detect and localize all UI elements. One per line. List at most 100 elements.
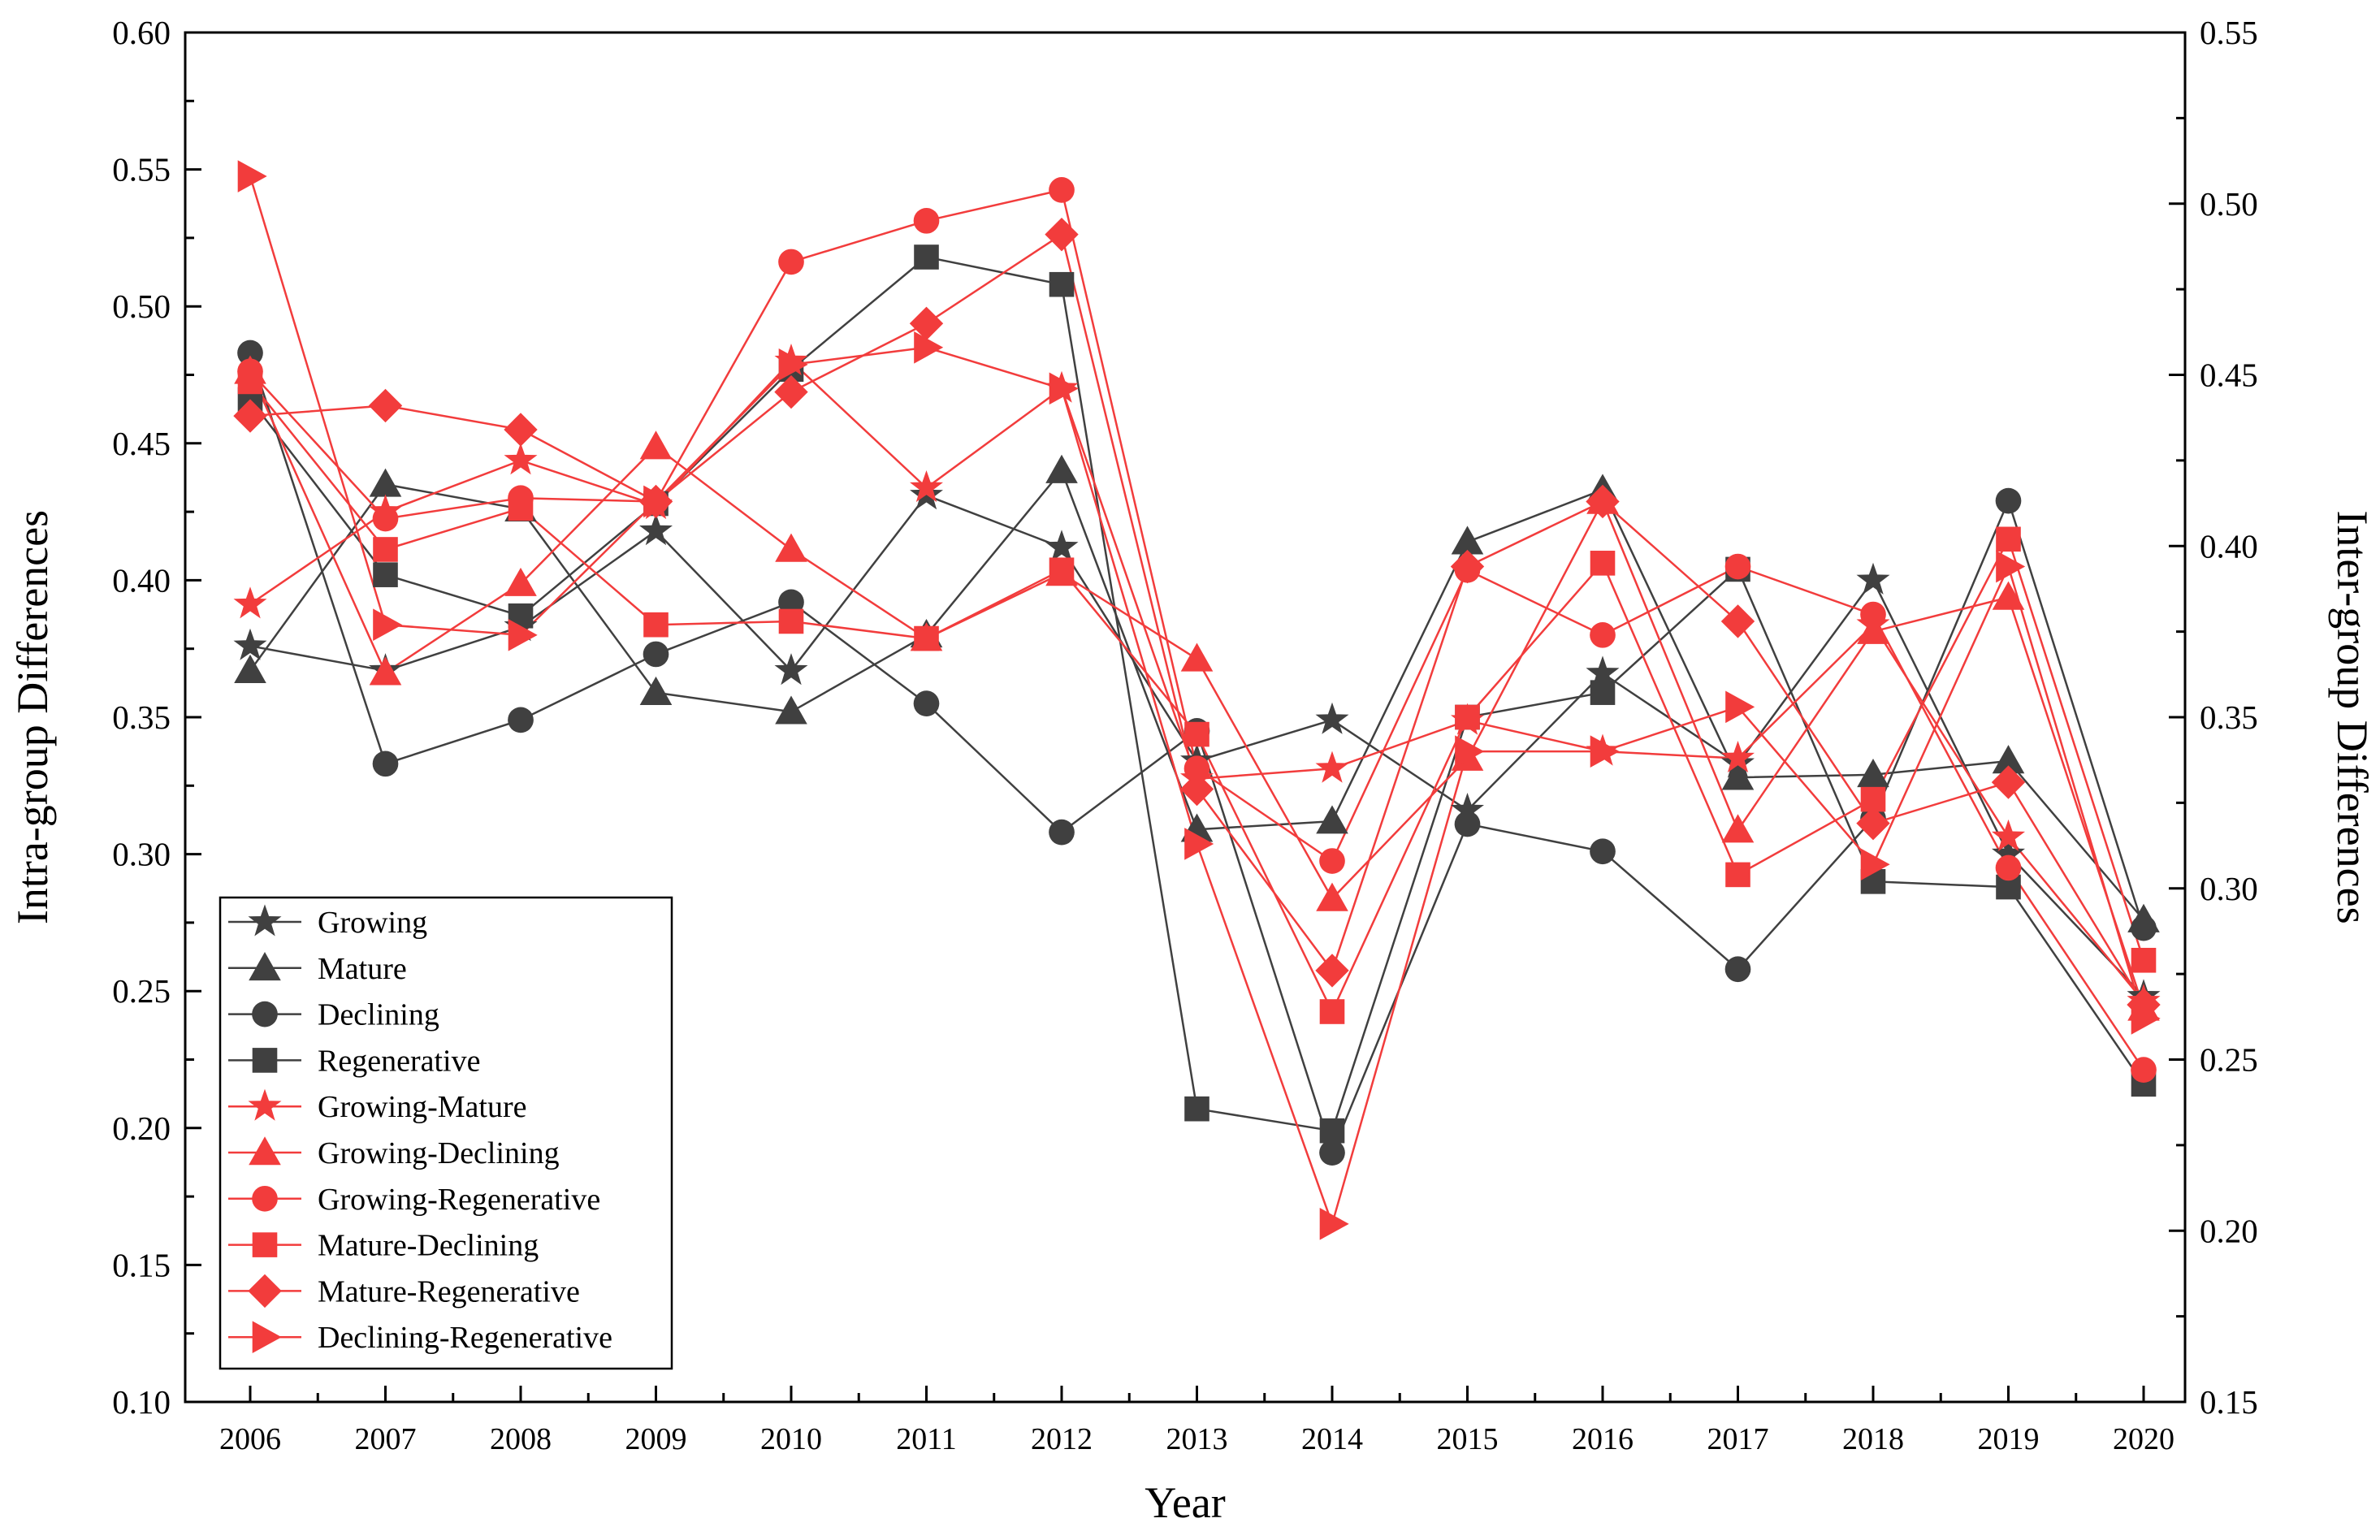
data-point-mature [369,468,402,497]
data-point-declining [1049,819,1075,846]
data-point-growing-mature [504,443,538,475]
x-tick-label: 2007 [355,1422,417,1456]
data-point-declining-regenerative [373,608,403,641]
data-point-growing-declining [1857,615,1889,644]
data-point-mature [639,676,673,705]
data-point-growing [233,628,267,660]
data-point-growing-regenerative [1860,601,1886,628]
data-point-declining [1454,811,1481,837]
left-tick-label: 0.60 [112,14,171,51]
data-point-declining-regenerative [1455,735,1485,768]
x-axis-title: Year [1145,1478,1226,1527]
data-point-declining [913,690,940,716]
legend-label: Growing-Regenerative [318,1183,600,1217]
data-point-growing-regenerative [1995,854,2022,881]
data-point-mature-declining [1725,862,1750,888]
left-axis-title: Intra-group Differences [8,510,57,924]
data-point-regenerative [914,244,939,270]
data-point-declining-regenerative [237,160,267,192]
left-tick-label: 0.10 [112,1383,171,1421]
data-point-mature [775,695,807,725]
x-tick-label: 2016 [1572,1422,1634,1456]
data-point-mature-declining [1590,551,1616,576]
left-tick-label: 0.20 [112,1110,171,1147]
data-point-declining [778,589,804,616]
legend-marker [249,1136,281,1166]
left-tick-label: 0.55 [112,151,171,188]
x-tick-label: 2010 [760,1422,822,1456]
x-tick-label: 2014 [1301,1422,1363,1456]
x-tick-label: 2012 [1031,1422,1093,1456]
data-point-mature-declining [1996,526,2021,552]
data-point-growing [1856,562,1890,595]
x-tick-label: 2020 [2113,1422,2174,1456]
data-point-declining-regenerative [1996,550,2026,583]
legend-marker [249,952,281,981]
legend-marker [252,1001,278,1027]
data-point-mature-declining [1319,999,1345,1024]
legend-label: Growing-Mature [318,1090,526,1124]
legend-marker [252,1321,282,1353]
data-point-growing-mature [910,470,943,503]
data-point-declining-regenerative [1319,1208,1349,1240]
left-tick-label: 0.35 [112,699,171,736]
data-point-mature-regenerative [1450,549,1485,584]
data-point-mature-declining [1049,557,1075,583]
left-tick-label: 0.45 [112,425,171,462]
data-point-mature-regenerative [233,399,267,433]
data-point-declining [372,751,399,777]
data-point-growing-regenerative [1319,848,1345,874]
data-point-growing-mature [1992,819,2025,851]
legend-marker [252,1185,278,1212]
x-tick-label: 2013 [1166,1422,1228,1456]
right-axis-title: Inter-group Differences [2328,510,2377,924]
left-tick-label: 0.15 [112,1246,171,1283]
x-tick-label: 2008 [490,1422,552,1456]
data-point-regenerative [1049,271,1075,297]
data-point-mature-regenerative [2127,988,2161,1022]
data-point-mature-regenerative [1315,954,1349,988]
legend-marker [248,1274,282,1309]
data-point-regenerative [1319,1118,1345,1144]
data-point-growing-regenerative [372,505,399,532]
left-tick-label: 0.50 [112,288,171,325]
data-point-growing-declining [504,567,537,596]
legend-label: Mature-Declining [318,1229,539,1263]
data-point-mature-regenerative [1720,604,1755,638]
x-tick-label: 2018 [1842,1422,1904,1456]
data-point-growing [1992,837,2025,869]
data-point-mature [1451,526,1484,555]
legend-marker [252,1048,278,1073]
legend-marker [248,1088,282,1121]
data-point-regenerative [1590,680,1616,705]
legend-label: Mature-Regenerative [318,1274,580,1309]
data-point-growing [1586,655,1620,688]
data-point-growing [639,513,673,546]
data-point-mature-regenerative [368,388,403,423]
data-point-declining-regenerative [1184,828,1214,860]
data-point-mature-regenerative [504,413,538,447]
legend-marker [248,904,282,937]
data-point-declining-regenerative [914,331,944,364]
data-point-growing-regenerative [1184,755,1210,782]
data-point-declining [1995,487,2022,514]
data-point-declining-regenerative [508,619,538,651]
data-point-mature-declining [508,495,534,521]
data-point-declining [643,641,669,668]
data-point-mature-declining [237,369,263,395]
data-point-declining-regenerative [1860,848,1890,881]
right-tick-label: 0.30 [2200,870,2258,907]
data-point-growing-declining [1992,581,2025,610]
x-tick-label: 2017 [1707,1422,1769,1456]
data-point-declining-regenerative [1590,735,1620,768]
left-tick-label: 0.25 [112,972,171,1010]
data-point-growing-regenerative [1724,553,1751,580]
data-point-mature-declining [778,608,804,634]
data-point-mature-declining [373,537,398,562]
data-point-growing-regenerative [1590,622,1616,648]
data-point-regenerative [373,562,398,587]
data-point-growing-regenerative [1049,177,1075,203]
data-point-growing-declining [639,430,673,460]
data-point-mature-declining [643,612,669,638]
x-tick-label: 2015 [1437,1422,1499,1456]
